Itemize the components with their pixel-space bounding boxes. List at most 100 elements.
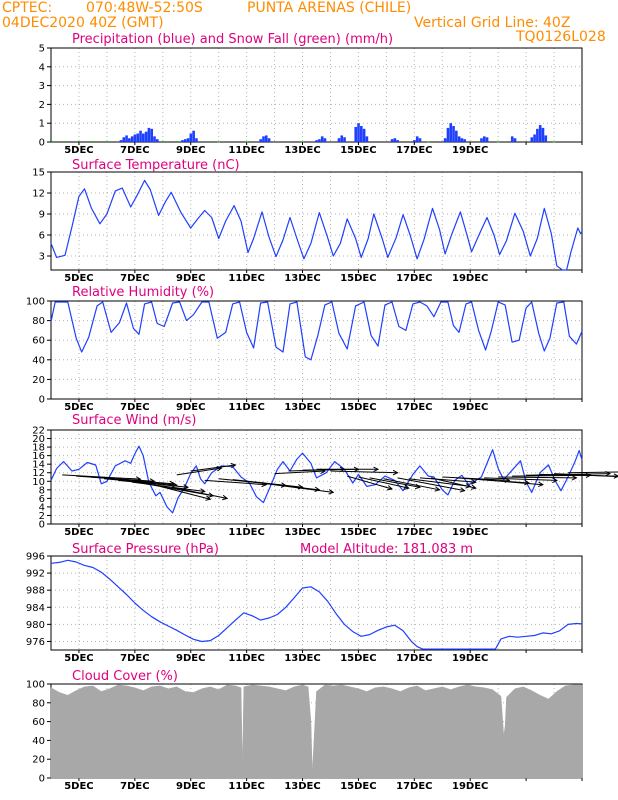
precip-ytick-label: 1 xyxy=(39,119,45,130)
wind-vector xyxy=(358,476,409,489)
rh-xtick-label: 15DEC xyxy=(340,402,376,413)
header-coordinates: 070:48W-52:50S xyxy=(86,0,203,16)
temp-xtick-label: 7DEC xyxy=(120,273,149,284)
rh-ytick-label: 0 xyxy=(39,395,45,406)
temp-frame xyxy=(50,171,583,271)
rh-xtick-label: 11DEC xyxy=(228,402,264,413)
header-station: PUNTA ARENAS (CHILE) xyxy=(247,0,412,16)
wind-vector-head xyxy=(552,477,558,483)
precip-bar xyxy=(390,139,394,142)
cloud-area xyxy=(50,684,583,779)
wind-xtick-label: 15DEC xyxy=(340,527,376,538)
precip-bar xyxy=(183,139,187,142)
precip-bar xyxy=(318,139,321,142)
pres-frame xyxy=(50,555,583,651)
wind-vector xyxy=(430,477,476,489)
temp-title: Surface Temperature (nC) xyxy=(72,158,240,173)
precip-bar xyxy=(175,141,179,143)
wind-vector-head xyxy=(470,484,477,490)
cloud-xtick-label: 13DEC xyxy=(284,781,320,792)
temp-ytick-label: 15 xyxy=(32,168,45,179)
wind-ytick-label: 0 xyxy=(39,520,45,531)
wind-vector-head xyxy=(328,489,335,495)
precip-xtick-label: 19DEC xyxy=(452,145,488,156)
precip-xtick-label: 9DEC xyxy=(176,145,205,156)
precip-bar xyxy=(323,138,327,142)
precip-bar xyxy=(480,138,483,142)
precip-title: Precipitation (blue) and Snow Fall (gree… xyxy=(72,32,393,47)
pres-ytick-label: 992 xyxy=(26,569,45,580)
wind-vector xyxy=(498,476,577,479)
rh-ytick-label: 100 xyxy=(26,297,45,308)
pres-xtick-label: 5DEC xyxy=(64,653,93,664)
precip-bar xyxy=(496,141,500,143)
precip-bar xyxy=(77,141,81,143)
wind-xtick-label: 7DEC xyxy=(120,527,149,538)
wind-ytick-label: 20 xyxy=(32,434,45,445)
precip-ytick-label: 2 xyxy=(39,100,45,111)
precip-bar xyxy=(186,138,190,142)
wind-vector xyxy=(568,471,618,474)
precip-bar xyxy=(452,126,455,142)
precip-bar xyxy=(544,135,548,142)
precip-bar xyxy=(259,139,263,142)
cloud-ytick-label: 0 xyxy=(39,774,45,785)
precip-bar xyxy=(156,139,159,142)
precip-ytick-label: 3 xyxy=(39,81,45,92)
wind-title: Surface Wind (m/s) xyxy=(72,413,196,428)
precip-ytick-label: 4 xyxy=(39,62,45,73)
pres-xtick-label: 13DEC xyxy=(284,653,320,664)
precip-bar xyxy=(541,127,545,142)
wind-vector xyxy=(90,476,175,485)
temp-ytick-label: 9 xyxy=(39,210,45,221)
rh-frame xyxy=(50,300,583,400)
pres-line xyxy=(50,559,583,650)
cloud-title: Cloud Cover (%) xyxy=(72,669,178,684)
cloud-xtick-label: 5DEC xyxy=(64,781,93,792)
wind-vector xyxy=(274,470,325,475)
temp-xtick-label: 11DEC xyxy=(228,273,264,284)
rh-xtick-label: 17DEC xyxy=(396,402,432,413)
precip-bar xyxy=(189,133,193,142)
precip-bar xyxy=(264,135,268,142)
pres-ytick-label: 980 xyxy=(26,620,45,631)
wind-vector-head xyxy=(392,469,399,476)
wind-vector-head xyxy=(613,473,618,479)
precip-bar xyxy=(446,127,450,142)
wind-vector xyxy=(470,478,543,486)
pres-xtick-label: 15DEC xyxy=(340,653,376,664)
precip-bar xyxy=(449,123,453,142)
cloud-ytick-label: 60 xyxy=(32,717,45,728)
precip-bar xyxy=(460,138,464,142)
header-source: CPTEC: xyxy=(2,0,53,16)
precip-bar xyxy=(262,136,265,142)
precip-bar xyxy=(161,141,165,143)
wind-vector-head xyxy=(459,487,466,493)
wind-frame xyxy=(50,429,583,525)
precip-bar xyxy=(485,137,489,142)
wind-xtick-label: 5DEC xyxy=(64,527,93,538)
wind-vector-head xyxy=(314,486,321,493)
rh-ytick-label: 40 xyxy=(32,355,45,366)
rh-line xyxy=(50,301,583,361)
precip-bar xyxy=(267,138,271,142)
temp-xtick-label: 17DEC xyxy=(396,273,432,284)
precip-bar xyxy=(142,133,145,142)
wind-ytick-label: 18 xyxy=(32,443,45,454)
precip-bar xyxy=(396,140,399,142)
precip-bar xyxy=(457,136,461,142)
pres-xtick-label: 9DEC xyxy=(176,653,205,664)
pres-title: Surface Pressure (hPa) xyxy=(72,542,219,557)
pres-ytick-label: 996 xyxy=(26,552,45,563)
precip-xtick-label: 13DEC xyxy=(284,145,320,156)
precip-xtick-label: 5DEC xyxy=(64,145,93,156)
pres-ytick-label: 988 xyxy=(26,586,45,597)
wind-vector xyxy=(369,477,420,488)
precip-bar xyxy=(315,140,318,142)
precip-ytick-label: 0 xyxy=(39,138,45,149)
wind-vector-head xyxy=(524,479,530,486)
precip-bar xyxy=(105,141,109,143)
temp-xtick-label: 5DEC xyxy=(64,273,93,284)
rh-xtick-label: 9DEC xyxy=(176,402,205,413)
precip-bar xyxy=(354,126,358,142)
